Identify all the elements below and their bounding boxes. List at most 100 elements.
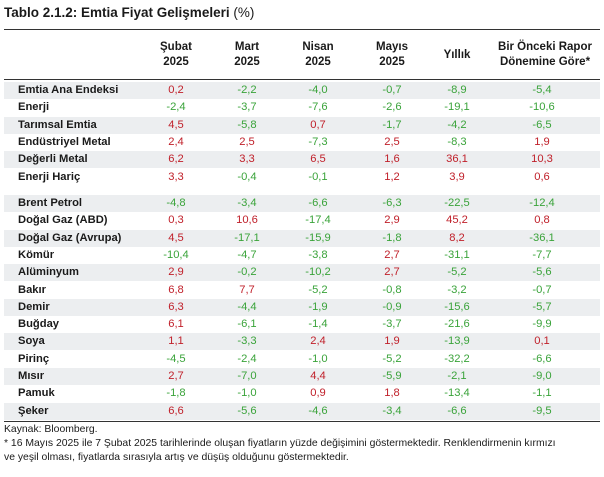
value-cell: -13,4 [444, 387, 470, 400]
value-cell: -0,8 [382, 283, 402, 296]
value-cell: -9,5 [532, 404, 552, 417]
value-cell: 0,7 [310, 118, 326, 131]
value-cell: -3,4 [382, 404, 402, 417]
value-cell: -7,7 [532, 248, 552, 261]
table-row: Tarımsal Emtia 4,5 -5,8 0,7 -1,7 -4,2 -6,5 [4, 116, 600, 134]
row-label: Enerji [18, 101, 50, 114]
table-row: Değerli Metal 6,2 3,3 6,5 1,6 36,1 10,3 [4, 151, 600, 169]
value-cell: -15,6 [444, 300, 470, 313]
row-label: Doğal Gaz (ABD) [18, 214, 108, 227]
value-cell: -12,4 [529, 197, 555, 209]
value-cell: -8,3 [447, 135, 467, 148]
table-row: Kömür -10,4 -4,7 -3,8 2,7 -31,1 -7,7 [4, 247, 600, 264]
col-header-mart: Mart 2025 [234, 41, 260, 68]
value-cell: 1,2 [384, 170, 400, 183]
value-cell: 4,5 [168, 231, 184, 244]
value-cell: -1,7 [382, 118, 402, 131]
value-cell: 2,7 [384, 248, 400, 261]
value-cell: -7,0 [237, 370, 257, 382]
value-cell: -10,6 [529, 101, 555, 114]
value-cell: 3,3 [239, 153, 255, 166]
value-cell: -9,9 [532, 318, 552, 331]
value-cell: -0,9 [382, 300, 402, 313]
source-note: Kaynak: Bloomberg. [4, 424, 98, 435]
value-cell: -1,8 [382, 231, 402, 244]
value-cell: -4,4 [237, 300, 257, 313]
value-cell: 2,4 [310, 335, 326, 348]
value-cell: -31,1 [444, 248, 470, 261]
table-top-rule [4, 29, 600, 30]
value-cell: -1,4 [308, 318, 328, 331]
footnote-line-2: ve yeşil olması, fiyatlarda sırasıyla ar… [4, 452, 349, 463]
value-cell: -4,2 [447, 118, 467, 131]
value-cell: 1,9 [534, 135, 550, 148]
value-cell: -6,5 [532, 118, 552, 131]
header-bottom-rule [4, 79, 600, 80]
col-header-onceki-rapor: Bir Önceki Rapor Dönemine Göre* [498, 41, 592, 68]
row-label: Bakır [18, 283, 46, 296]
table-row: Soya 1,1 -3,3 2,4 1,9 -13,9 0,1 [4, 333, 600, 351]
row-label: Pamuk [18, 387, 55, 400]
value-cell: 10,6 [236, 214, 258, 227]
value-cell: -4,8 [166, 197, 186, 209]
value-cell: 0,6 [534, 170, 550, 183]
row-label: Alüminyum [18, 266, 79, 279]
value-cell: -5,4 [532, 84, 552, 96]
col-header-yillik: Yıllık [443, 49, 471, 61]
row-label: Tarımsal Emtia [18, 118, 97, 131]
value-cell: -4,7 [237, 248, 257, 261]
value-cell: -1,9 [308, 300, 328, 313]
row-label: Şeker [18, 404, 49, 417]
value-cell: -5,2 [308, 283, 328, 296]
row-label: Demir [18, 300, 50, 313]
value-cell: -17,1 [234, 231, 260, 244]
value-cell: -6,3 [382, 197, 402, 209]
value-cell: -6,6 [532, 352, 552, 365]
value-cell: 2,5 [384, 135, 400, 148]
value-cell: 4,4 [310, 370, 326, 382]
value-cell: -5,8 [237, 118, 257, 131]
value-cell: 1,8 [384, 387, 400, 400]
value-cell: -6,6 [308, 197, 328, 209]
value-cell: -5,2 [382, 352, 402, 365]
row-label: Enerji Hariç [18, 170, 81, 183]
value-cell: -2,6 [382, 101, 402, 114]
value-cell: 0,2 [168, 84, 184, 96]
value-cell: 8,2 [449, 231, 465, 244]
value-cell: -15,9 [305, 231, 331, 244]
value-cell: -22,5 [444, 197, 470, 209]
row-label: Mısır [18, 370, 45, 382]
value-cell: -4,0 [308, 84, 328, 96]
value-cell: -9,0 [532, 370, 552, 382]
value-cell: 2,7 [384, 266, 400, 279]
table-row: Buğday 6,1 -6,1 -1,4 -3,7 -21,6 -9,9 [4, 316, 600, 333]
table-row: Emtia Ana Endeksi 0,2 -2,2 -4,0 -0,7 -8,9 -5,4 [4, 82, 600, 99]
value-cell: 6,1 [168, 318, 184, 331]
value-cell: -0,1 [308, 170, 328, 183]
table-row: Doğal Gaz (Avrupa) 4,5 -17,1 -15,9 -1,8 8,2 -3… [4, 229, 600, 247]
value-cell: -2,2 [237, 84, 257, 96]
value-cell: 1,6 [384, 153, 400, 166]
value-cell: -3,3 [237, 335, 257, 348]
value-cell: 6,6 [168, 404, 184, 417]
value-cell: -5,9 [382, 370, 402, 382]
value-cell: -6,1 [237, 318, 257, 331]
value-cell: 3,9 [449, 170, 465, 183]
value-cell: -8,9 [447, 84, 467, 96]
value-cell: -2,1 [447, 370, 467, 382]
value-cell: -3,7 [382, 318, 402, 331]
row-label: Doğal Gaz (Avrupa) [18, 231, 122, 244]
value-cell: 36,1 [446, 153, 468, 166]
value-cell: -3,8 [308, 248, 328, 261]
value-cell: -3,7 [237, 101, 257, 114]
row-label: Endüstriyel Metal [18, 135, 111, 148]
value-cell: -0,7 [382, 84, 402, 96]
table-row: Pirinç -4,5 -2,4 -1,0 -5,2 -32,2 -6,6 [4, 351, 600, 368]
row-label: Pirinç [18, 352, 50, 365]
value-cell: -17,4 [305, 214, 331, 227]
value-cell: -19,1 [444, 101, 470, 114]
table-bottom-rule [4, 421, 600, 422]
table-row: Brent Petrol -4,8 -3,4 -6,6 -6,3 -22,5 -12,4 [4, 195, 600, 212]
table-row: Doğal Gaz (ABD) 0,3 10,6 -17,4 2,9 45,2 0,8 [4, 212, 600, 229]
value-cell: -5,7 [532, 300, 552, 313]
